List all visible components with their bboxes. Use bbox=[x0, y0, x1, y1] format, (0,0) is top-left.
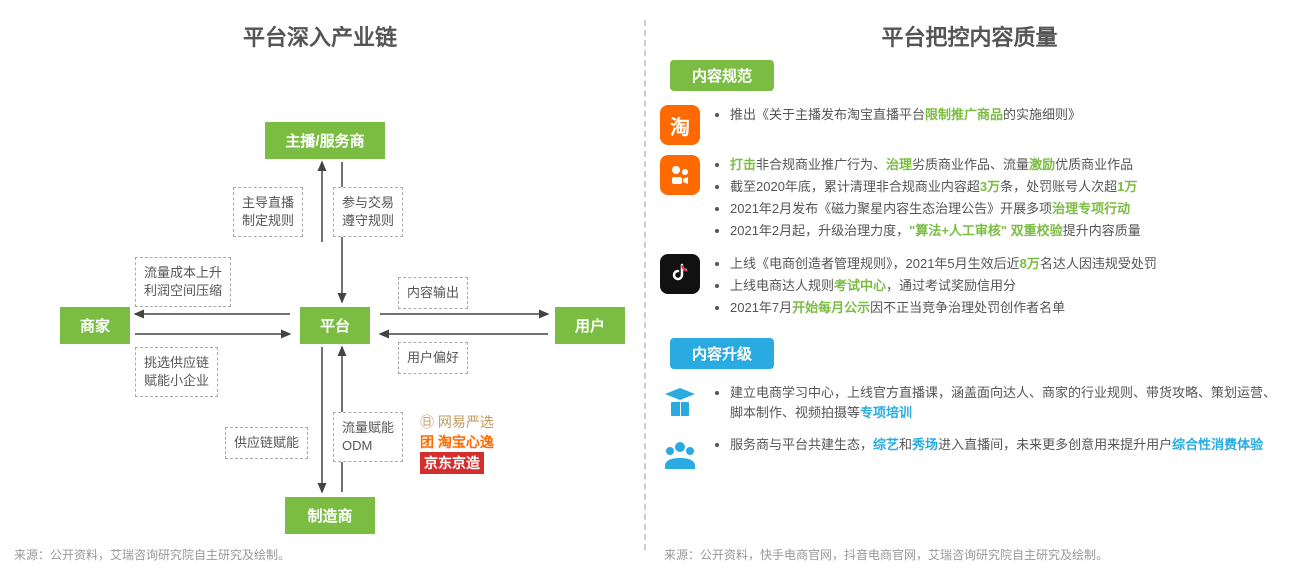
point: 上线电商达人规则考试中心，通过考试奖励信用分 bbox=[730, 276, 1157, 296]
block-taobao: 淘 推出《关于主播发布淘宝直播平台限制推广商品的实施细则》 bbox=[660, 105, 1279, 145]
dashbox-ml: 流量成本上升利润空间压缩 bbox=[135, 257, 231, 307]
dashbox-br: 流量赋能ODM bbox=[333, 412, 403, 462]
block-kuaishou: 打击非合规商业推广行为、治理劣质商业作品、流量激励优质商业作品截至2020年底，… bbox=[660, 155, 1279, 244]
douyin-icon bbox=[660, 254, 700, 294]
brand-logos: ㊐ 网易严选 团 淘宝心逸 京东京造 bbox=[420, 412, 494, 474]
point: 2021年7月开始每月公示因不正当竞争治理处罚创作者名单 bbox=[730, 298, 1157, 318]
node-center: 平台 bbox=[300, 307, 370, 344]
brand-taobao-xinxuan: 团 淘宝心逸 bbox=[420, 432, 494, 452]
right-panel: 平台把控内容质量 内容规范 淘 推出《关于主播发布淘宝直播平台限制推广商品的实施… bbox=[650, 0, 1289, 571]
brand-jd: 京东京造 bbox=[420, 452, 484, 474]
point: 2021年2月起，升级治理力度，"算法+人工审核" 双重校验提升内容质量 bbox=[730, 221, 1141, 241]
section-content-upgrade: 内容升级 bbox=[670, 338, 774, 369]
dashbox-rr2: 用户偏好 bbox=[398, 342, 468, 374]
section-content-rules: 内容规范 bbox=[670, 60, 774, 91]
dashbox-mb: 挑选供应链赋能小企业 bbox=[135, 347, 218, 397]
brand-netease: ㊐ 网易严选 bbox=[420, 412, 494, 432]
kuaishou-points: 打击非合规商业推广行为、治理劣质商业作品、流量激励优质商业作品截至2020年底，… bbox=[730, 155, 1141, 244]
point: 上线《电商创造者管理规则》，2021年5月生效后近8万名达人因违规受处罚 bbox=[730, 254, 1157, 274]
panel-divider bbox=[644, 20, 646, 550]
block-learn: 建立电商学习中心，上线官方直播课，涵盖面向达人、商家的行业规则、带货攻略、策划运… bbox=[660, 383, 1279, 425]
point: 打击非合规商业推广行为、治理劣质商业作品、流量激励优质商业作品 bbox=[730, 155, 1141, 175]
dashbox-tl: 主导直播制定规则 bbox=[233, 187, 303, 237]
left-source: 来源：公开资料，艾瑞咨询研究院自主研究及绘制。 bbox=[14, 546, 290, 563]
douyin-points: 上线《电商创造者管理规则》，2021年5月生效后近8万名达人因违规受处罚上线电商… bbox=[730, 254, 1157, 320]
right-title: 平台把控内容质量 bbox=[650, 20, 1289, 52]
point: 建立电商学习中心，上线官方直播课，涵盖面向达人、商家的行业规则、带货攻略、策划运… bbox=[730, 383, 1279, 423]
group-points: 服务商与平台共建生态，综艺和秀场进入直播间，未来更多创意用来提升用户综合性消费体… bbox=[730, 435, 1263, 457]
dashbox-tr: 参与交易遵守规则 bbox=[333, 187, 403, 237]
dashbox-bl: 供应链赋能 bbox=[225, 427, 308, 459]
block-douyin: 上线《电商创造者管理规则》，2021年5月生效后近8万名达人因违规受处罚上线电商… bbox=[660, 254, 1279, 320]
learn-points: 建立电商学习中心，上线官方直播课，涵盖面向达人、商家的行业规则、带货攻略、策划运… bbox=[730, 383, 1279, 425]
block-group: 服务商与平台共建生态，综艺和秀场进入直播间，未来更多创意用来提升用户综合性消费体… bbox=[660, 435, 1279, 475]
learn-icon bbox=[660, 383, 700, 423]
left-panel: 平台深入产业链 主播/服务商商家 平台 用户制造商 主导直播制定规则参与交易遵守规则… bbox=[0, 0, 640, 571]
point: 服务商与平台共建生态，综艺和秀场进入直播间，未来更多创意用来提升用户综合性消费体… bbox=[730, 435, 1263, 455]
dashbox-rr1: 内容输出 bbox=[398, 277, 468, 309]
taobao-points: 推出《关于主播发布淘宝直播平台限制推广商品的实施细则》 bbox=[730, 105, 1081, 127]
group-icon bbox=[660, 435, 700, 475]
node-bottom: 制造商 bbox=[285, 497, 375, 534]
industry-chain-diagram: 主播/服务商商家 平台 用户制造商 主导直播制定规则参与交易遵守规则流量成本上升利润… bbox=[0, 52, 640, 532]
point: 2021年2月发布《磁力聚星内容生态治理公告》开展多项治理专项行动 bbox=[730, 199, 1141, 219]
point: 截至2020年底，累计清理非合规商业内容超3万条，处罚账号人次超1万 bbox=[730, 177, 1141, 197]
node-left: 商家 bbox=[60, 307, 130, 344]
point: 推出《关于主播发布淘宝直播平台限制推广商品的实施细则》 bbox=[730, 105, 1081, 125]
left-title: 平台深入产业链 bbox=[0, 20, 640, 52]
node-top: 主播/服务商 bbox=[265, 122, 385, 159]
node-right: 用户 bbox=[555, 307, 625, 344]
right-source: 来源：公开资料，快手电商官网，抖音电商官网，艾瑞咨询研究院自主研究及绘制。 bbox=[664, 546, 1108, 563]
taobao-icon: 淘 bbox=[660, 105, 700, 145]
kuaishou-icon bbox=[660, 155, 700, 195]
